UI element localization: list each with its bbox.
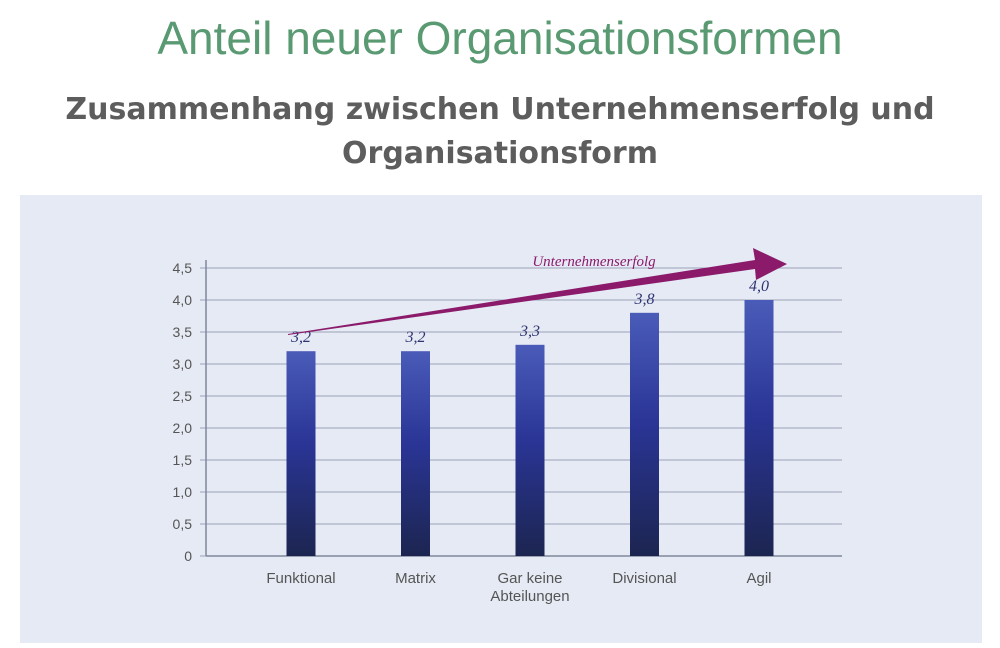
y-tick-label: 4,0: [173, 292, 193, 308]
bar: [744, 300, 774, 556]
bars: [286, 300, 774, 556]
y-tick-label: 0: [184, 548, 192, 564]
bar: [630, 312, 659, 556]
chart-subtitle: Zusammenhang zwischen Unternehmenserfolg…: [0, 88, 1000, 176]
bar-value-label: 3,2: [405, 329, 426, 346]
subtitle-line-2: Organisationsform: [342, 136, 658, 171]
y-tick-labels: 0 0,5 1,0 1,5 2,0 2,5 3,0 3,5 4,0 4,5: [173, 260, 193, 564]
x-category-label: Agil: [746, 570, 771, 587]
y-tick-label: 2,5: [173, 388, 193, 404]
subtitle-line-1: Zusammenhang zwischen Unternehmenserfolg…: [65, 92, 935, 127]
page-title: Anteil neuer Organisationsformen: [157, 12, 843, 64]
chart-panel: 3,2 3,2 3,3 3,8 4,0 Funktional Matrix Gar kein…: [20, 195, 982, 643]
x-category-label: Divisional: [612, 570, 676, 587]
y-tick-label: 1,5: [173, 452, 193, 468]
x-category-label: Funktional: [266, 570, 335, 587]
trend-arrow-label: Unternehmenserfolg: [532, 254, 656, 270]
x-category-label: Gar keine Abteilungen: [490, 570, 569, 605]
category-labels: Funktional Matrix Gar keine Abteilungen Divi…: [266, 570, 771, 605]
bar-value-label: 3,8: [634, 291, 655, 308]
y-tick-label: 0,5: [173, 516, 193, 532]
bar-chart: 3,2 3,2 3,33,84,0 Funktional Matrix Gar kein…: [173, 248, 842, 605]
y-tick-label: 2,0: [173, 420, 193, 436]
bar: [401, 351, 430, 556]
bar: [515, 344, 545, 556]
y-tick-label: 3,5: [173, 324, 193, 340]
trend-arrow: Unternehmenserfolg: [288, 248, 787, 335]
y-tick-label: 1,0: [173, 484, 193, 500]
value-labels: 3,2 3,2 3,33,84,0: [290, 278, 769, 346]
y-tick-label: 3,0: [173, 356, 193, 372]
bar: [286, 351, 316, 556]
trend-arrow-shape: [288, 248, 787, 335]
y-tick-label: 4,5: [173, 260, 193, 276]
bar-value-label: 4,0: [749, 278, 769, 295]
bar-value-label: 3,3: [519, 323, 540, 340]
x-category-label: Matrix: [395, 570, 436, 587]
